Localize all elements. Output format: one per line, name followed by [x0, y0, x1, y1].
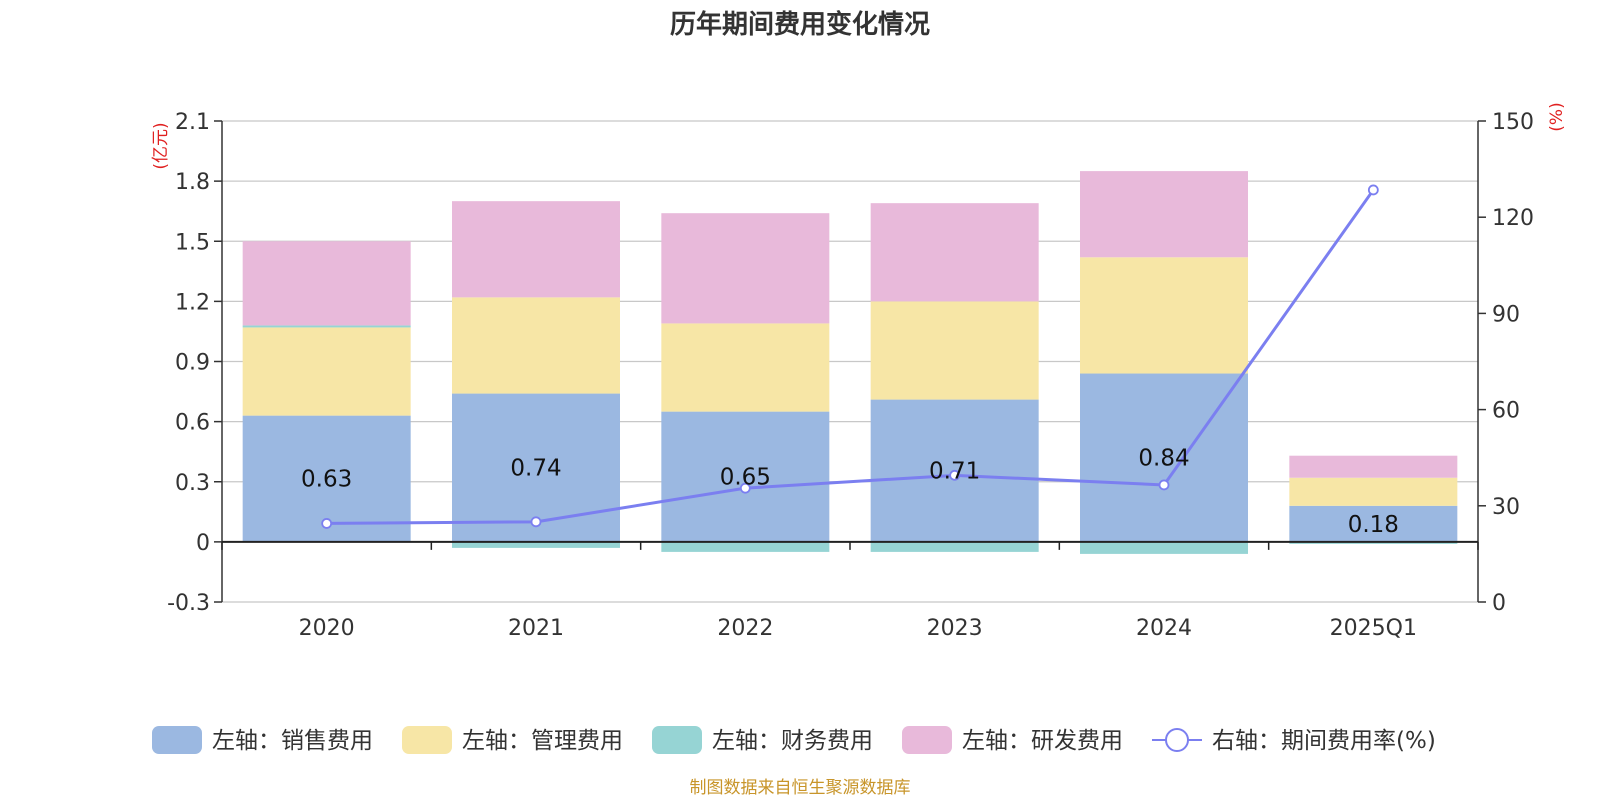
bar-segment-2022-s2: [661, 541, 830, 552]
legend-swatch: [402, 726, 452, 754]
legend-swatch: [152, 726, 202, 754]
right-tick-label: 30: [1492, 495, 1520, 520]
right-axis-unit: (%): [1547, 102, 1567, 131]
rate-point: [949, 469, 961, 481]
data-labels: 0.63 0.74 0.65 0.71 0.84 0.18: [301, 446, 1399, 538]
rate-point: [530, 516, 542, 528]
rate-line: [326, 189, 1375, 525]
bar-segment-2020-s1: [242, 327, 411, 416]
bar-segment-2020-s2: [242, 325, 411, 328]
legend-swatch: [902, 726, 952, 754]
left-tick-label: 1.5: [175, 230, 210, 255]
axes: -0.3 0 0.3 0.6 0.9 1.2 1.5 1.8 2.1 0 30 60 90 120 150 2…: [167, 110, 1534, 641]
sales-value-label: 0.71: [929, 459, 980, 485]
left-tick-label: 1.8: [175, 170, 210, 195]
bar-segment-2022-s1: [661, 323, 830, 412]
bar-segment-2023-s1: [870, 301, 1039, 400]
left-tick-label: 1.2: [175, 290, 210, 315]
sales-value-label: 0.74: [510, 456, 561, 482]
legend-marker: [1165, 728, 1189, 752]
bar-segment-2022-s0: [661, 411, 830, 542]
bar-segment-2020-s3: [242, 241, 411, 326]
bar-segment-2025Q1-s0: [1289, 505, 1458, 542]
x-tick-label: 2023: [927, 616, 983, 641]
sales-value-label: 0.84: [1138, 446, 1189, 472]
left-tick-label: 0.6: [175, 411, 210, 436]
legend-label: 右轴：期间费用率(%): [1212, 728, 1436, 754]
right-tick-label: 0: [1492, 591, 1506, 616]
rate-point: [1367, 184, 1379, 196]
sales-value-label: 0.63: [301, 467, 352, 493]
right-tick-label: 150: [1492, 110, 1534, 135]
legend: 左轴：销售费用 左轴：管理费用 左轴：财务费用 左轴：研发费用 右轴：期间费用率(%): [152, 726, 1436, 754]
rate-point: [739, 482, 751, 494]
bar-segment-2022-s3: [661, 213, 830, 324]
legend-label: 左轴：财务费用: [712, 728, 873, 754]
bar-segment-2021-s1: [452, 297, 620, 394]
rate-line-layer: [321, 184, 1379, 529]
bar-segment-2024-s3: [1080, 171, 1248, 258]
bar-segment-2024-s2: [1080, 541, 1248, 554]
left-tick-label: -0.3: [167, 591, 210, 616]
gridlines: [222, 120, 1478, 603]
right-tick-label: 60: [1492, 399, 1520, 424]
rate-point: [1158, 479, 1170, 491]
sales-value-label: 0.65: [720, 465, 771, 491]
left-tick-label: 0: [196, 531, 210, 556]
left-tick-label: 2.1: [175, 110, 210, 135]
chart-title: 历年期间费用变化情况: [670, 9, 930, 40]
bar-segment-2023-s3: [870, 203, 1039, 302]
bar-segment-2024-s0: [1080, 373, 1248, 542]
sales-value-label: 0.18: [1348, 512, 1399, 538]
bar-segment-2025Q1-s1: [1289, 477, 1458, 506]
left-axis-unit: (亿元): [151, 122, 171, 169]
bar-segment-2025Q1-s3: [1289, 455, 1458, 478]
legend-swatch: [652, 726, 702, 754]
bar-segment-2025Q1-s2: [1289, 541, 1458, 544]
left-tick-label: 0.3: [175, 471, 210, 496]
source-note: 制图数据来自恒生聚源数据库: [690, 778, 911, 798]
bar-segment-2021-s2: [452, 541, 620, 548]
rate-point: [321, 518, 333, 529]
legend-label: 左轴：研发费用: [962, 728, 1123, 754]
right-tick-label: 90: [1492, 302, 1520, 327]
x-tick-label: 2021: [508, 616, 564, 641]
right-tick-label: 120: [1492, 206, 1534, 231]
x-tick-label: 2022: [717, 616, 773, 641]
legend-label: 左轴：销售费用: [212, 728, 373, 754]
bar-segment-2023-s2: [870, 541, 1039, 552]
bar-segment-2021-s3: [452, 201, 620, 298]
x-tick-label: 2020: [299, 616, 355, 641]
x-tick-label: 2024: [1136, 616, 1192, 641]
legend-label: 左轴：管理费用: [462, 728, 623, 754]
x-tick-label: 2025Q1: [1330, 616, 1417, 641]
left-tick-label: 0.9: [175, 351, 210, 376]
bar-layer: [242, 171, 1458, 554]
bar-segment-2024-s1: [1080, 257, 1248, 374]
